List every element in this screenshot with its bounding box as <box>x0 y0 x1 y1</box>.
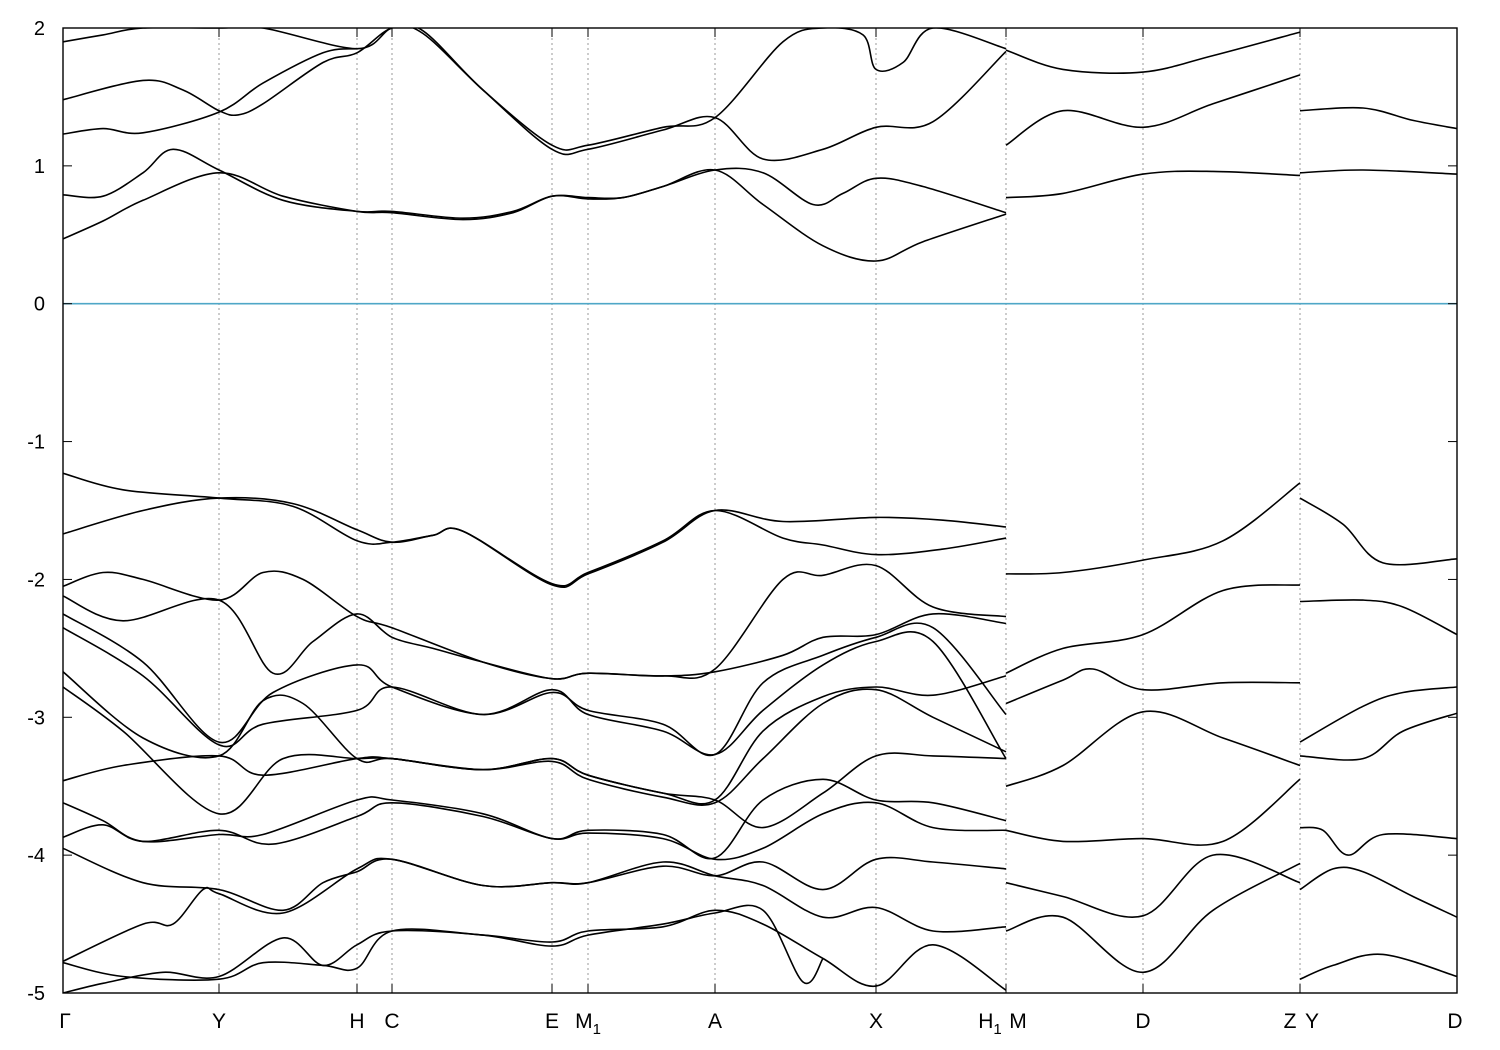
kpoint-label: Y <box>212 1010 226 1033</box>
band-line <box>1299 953 1457 980</box>
band-line <box>63 627 1007 760</box>
y-tick-label: 1 <box>34 156 45 178</box>
kpoint-label: Z <box>1284 1010 1297 1033</box>
band-line <box>63 563 1007 680</box>
band-line <box>63 28 1007 162</box>
y-tick-label: 2 <box>34 18 45 40</box>
band-line <box>1005 74 1301 146</box>
plot-frame <box>62 27 1458 994</box>
kpoint-label: M1 <box>575 1010 601 1038</box>
band-line <box>63 613 1007 757</box>
band-line <box>1005 584 1301 674</box>
kpoint-label: E <box>545 1010 559 1033</box>
band-line <box>63 496 1007 587</box>
band-line <box>1299 686 1457 743</box>
band-line <box>63 148 1007 219</box>
band-line <box>63 909 1007 991</box>
band-line <box>63 857 1007 963</box>
band-line <box>1299 826 1457 856</box>
band-line <box>1005 710 1301 787</box>
y-tick-label: -5 <box>27 983 45 1005</box>
band-line <box>63 778 1007 860</box>
y-tick-label: -1 <box>27 432 45 454</box>
kpoint-label: Y <box>1305 1010 1319 1033</box>
kpoint-label: A <box>708 1010 722 1033</box>
band-line <box>1005 667 1301 705</box>
band-line <box>1005 482 1301 575</box>
kpoint-label: H1 <box>978 1010 1002 1038</box>
band-line <box>63 28 1007 151</box>
band-line <box>63 671 1007 805</box>
band-line <box>63 168 1007 262</box>
kpoint-label: H <box>349 1010 364 1033</box>
band-line <box>1005 170 1301 199</box>
y-tick-labels: -5 -4 -3 -2 -1 0 1 2 <box>27 18 45 1005</box>
band-line <box>63 570 1007 680</box>
band-lines <box>63 28 1457 993</box>
band-line <box>63 472 1007 589</box>
kpoint-label: D <box>1135 1010 1150 1033</box>
band-line <box>1299 497 1457 566</box>
x-kpoint-labels: Γ Y H C E M1 A X H1 M D Z Y D <box>59 1010 1462 1038</box>
band-line <box>1005 31 1301 75</box>
kpoint-label: D <box>1447 1010 1462 1033</box>
band-line <box>1005 778 1301 846</box>
kpoint-grid <box>218 28 1301 993</box>
band-line <box>1299 106 1457 130</box>
band-line <box>1299 599 1457 636</box>
kpoint-label: X <box>869 1010 883 1033</box>
band-line <box>63 847 1007 912</box>
kpoint-label: M <box>1009 1010 1027 1033</box>
band-line <box>1299 169 1457 175</box>
band-line <box>1299 866 1457 918</box>
y-tick-label: -3 <box>27 707 45 729</box>
band-line <box>63 686 1007 815</box>
kpoint-label: C <box>384 1010 399 1033</box>
band-line <box>63 904 824 993</box>
y-tick-label: -2 <box>27 569 45 591</box>
band-line <box>63 47 358 135</box>
band-line <box>63 801 1007 861</box>
band-line <box>1005 853 1301 918</box>
kpoint-label: Γ <box>59 1010 71 1033</box>
band-line <box>1299 712 1457 761</box>
y-tick-label: 0 <box>34 294 45 316</box>
band-line <box>1005 862 1301 974</box>
band-line <box>63 752 1007 829</box>
y-tick-label: -4 <box>27 845 45 867</box>
